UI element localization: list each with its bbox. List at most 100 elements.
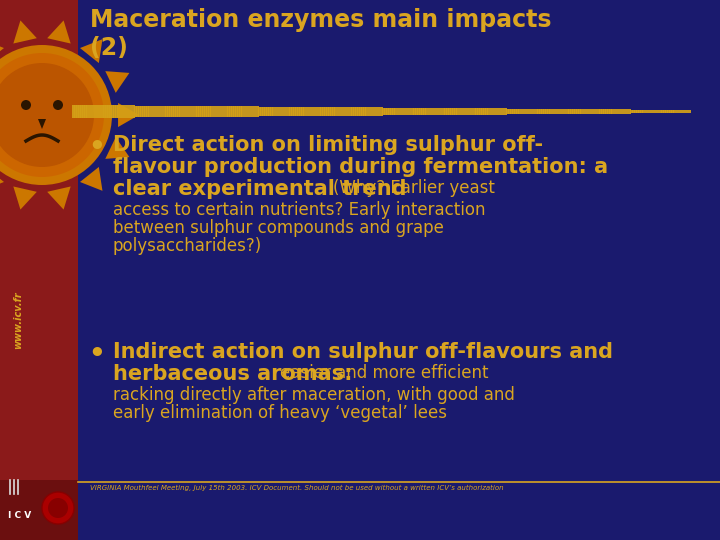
Circle shape — [42, 492, 74, 524]
Bar — [357, 107, 360, 116]
Bar — [657, 110, 660, 113]
Bar — [276, 107, 279, 116]
Bar — [112, 105, 114, 118]
Bar — [336, 107, 339, 116]
Bar — [518, 109, 521, 114]
Bar — [240, 106, 242, 117]
Bar — [304, 107, 306, 116]
Bar — [258, 106, 261, 117]
Bar — [369, 107, 372, 116]
Bar — [208, 106, 211, 117]
Bar — [527, 109, 529, 114]
Circle shape — [0, 53, 104, 177]
Bar — [498, 109, 500, 114]
Bar — [587, 109, 589, 114]
Bar — [101, 105, 104, 118]
Bar — [525, 109, 527, 114]
Text: (Why? Earlier yeast: (Why? Earlier yeast — [333, 179, 495, 197]
Bar — [632, 110, 635, 113]
Bar — [495, 109, 498, 114]
Bar — [107, 105, 109, 118]
Bar — [461, 108, 463, 115]
Bar — [177, 106, 180, 117]
Bar — [364, 107, 366, 116]
Text: Direct action on limiting sulphur off-: Direct action on limiting sulphur off- — [113, 135, 543, 155]
Text: VIRGINIA Mouthfeel Meeting, July 15th 2003. ICV Document. Should not be used wit: VIRGINIA Mouthfeel Meeting, July 15th 20… — [90, 485, 503, 491]
Bar — [314, 107, 316, 116]
Bar — [320, 107, 323, 116]
Bar — [283, 107, 285, 116]
Bar — [324, 107, 327, 116]
Bar — [601, 109, 603, 114]
Bar — [335, 107, 337, 116]
Bar — [153, 106, 156, 117]
Bar — [537, 109, 539, 114]
Bar — [287, 107, 289, 116]
Bar — [428, 108, 430, 115]
Text: www.icv.fr: www.icv.fr — [13, 291, 23, 349]
Bar — [578, 109, 581, 114]
Bar — [235, 106, 238, 117]
Bar — [155, 106, 157, 117]
Bar — [613, 110, 616, 113]
Bar — [146, 106, 149, 117]
Bar — [99, 105, 102, 118]
Bar — [626, 110, 629, 113]
Bar — [409, 107, 411, 115]
Bar — [93, 105, 95, 118]
Bar — [128, 105, 130, 118]
Bar — [624, 110, 626, 113]
Bar — [300, 107, 302, 116]
Bar — [419, 108, 422, 115]
Bar — [291, 107, 294, 116]
Bar — [549, 109, 552, 114]
Bar — [446, 108, 449, 115]
Bar — [454, 108, 457, 115]
Bar — [554, 109, 556, 114]
Bar — [661, 110, 664, 113]
Bar — [388, 107, 391, 116]
Bar — [671, 110, 674, 113]
Bar — [663, 110, 666, 113]
Bar — [326, 107, 329, 116]
Bar — [407, 107, 410, 116]
Bar — [103, 105, 106, 118]
Bar — [533, 109, 536, 114]
Bar — [188, 106, 190, 117]
Bar — [80, 105, 83, 118]
Bar — [516, 109, 519, 114]
Polygon shape — [118, 103, 139, 127]
Bar — [506, 109, 508, 114]
Bar — [105, 105, 107, 118]
Bar — [281, 107, 284, 116]
Bar — [233, 106, 235, 117]
Bar — [248, 106, 251, 117]
Text: early elimination of heavy ‘vegetal’ lees: early elimination of heavy ‘vegetal’ lee… — [113, 404, 447, 422]
Bar — [96, 105, 99, 118]
Polygon shape — [105, 137, 130, 159]
Bar — [223, 106, 225, 117]
Bar — [272, 106, 275, 117]
Circle shape — [21, 100, 31, 110]
Bar — [591, 109, 593, 114]
Bar — [464, 108, 467, 115]
Text: Maceration enzymes main impacts
(2): Maceration enzymes main impacts (2) — [90, 8, 552, 60]
Bar — [556, 109, 558, 114]
Bar — [192, 106, 194, 117]
Bar — [593, 109, 595, 114]
Bar — [642, 110, 645, 113]
Bar — [402, 107, 405, 116]
Bar — [467, 108, 469, 115]
Bar — [448, 108, 451, 115]
Bar — [109, 105, 112, 118]
Bar — [618, 110, 620, 113]
Bar — [620, 110, 622, 113]
Bar — [269, 106, 271, 117]
Bar — [653, 110, 655, 113]
Bar — [400, 107, 403, 116]
Bar — [122, 105, 124, 118]
Bar — [355, 107, 358, 116]
Bar — [399, 107, 401, 116]
Bar — [266, 106, 269, 117]
Bar — [440, 108, 443, 115]
